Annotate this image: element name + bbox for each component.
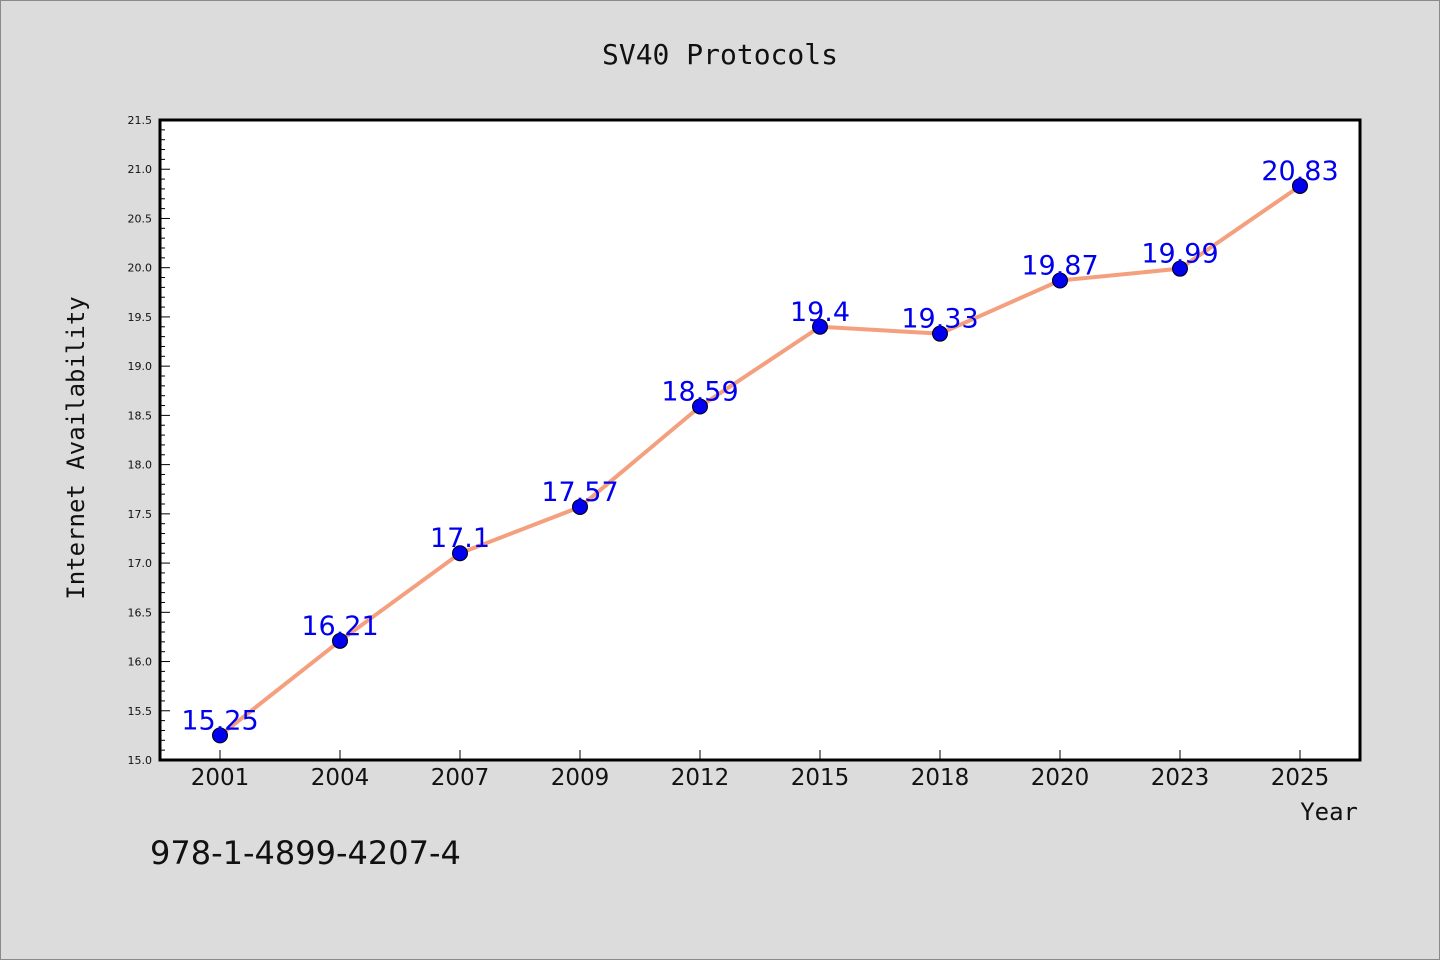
data-point bbox=[812, 318, 828, 335]
x-axis-label: Year bbox=[1300, 798, 1358, 826]
data-label: 17.1 bbox=[430, 523, 490, 554]
y-tick-label: 20.0 bbox=[128, 262, 153, 275]
x-tick-label: 2009 bbox=[551, 765, 610, 791]
data-point bbox=[1052, 272, 1068, 289]
chart-title: SV40 Protocols bbox=[602, 38, 838, 71]
x-tick-label: 2025 bbox=[1271, 765, 1330, 791]
data-point bbox=[692, 398, 708, 415]
data-point bbox=[212, 727, 228, 744]
x-tick-label: 2023 bbox=[1151, 765, 1210, 791]
y-axis: 15.0 15.5 16.0 16.5 17.0 17.5 18.0 18.5 19.0 19.5… bbox=[128, 114, 170, 767]
x-tick-label: 2018 bbox=[911, 765, 970, 791]
y-tick-label: 16.5 bbox=[128, 606, 153, 619]
data-label: 19.4 bbox=[790, 297, 850, 328]
data-label: 19.87 bbox=[1021, 250, 1098, 281]
x-tick-label: 2004 bbox=[311, 765, 370, 791]
y-tick-label: 15.5 bbox=[128, 705, 153, 718]
x-tick-label: 2020 bbox=[1031, 765, 1090, 791]
y-tick-label: 21.0 bbox=[128, 163, 153, 176]
series-line bbox=[218, 184, 1302, 737]
isbn-text: 978-1-4899-4207-4 bbox=[150, 834, 461, 872]
data-point bbox=[932, 325, 948, 342]
y-tick-label: 19.0 bbox=[128, 360, 153, 373]
y-tick-label: 17.5 bbox=[128, 508, 153, 521]
y-tick-label: 20.5 bbox=[128, 212, 153, 225]
data-label: 19.33 bbox=[901, 304, 978, 335]
y-tick-label: 21.5 bbox=[128, 114, 153, 127]
data-label: 16.21 bbox=[301, 611, 378, 642]
y-tick-label: 16.0 bbox=[128, 656, 153, 669]
y-tick-label: 18.5 bbox=[128, 409, 153, 422]
data-label: 15.25 bbox=[181, 705, 258, 736]
y-tick-label: 19.5 bbox=[128, 311, 153, 324]
x-tick-label: 2012 bbox=[671, 765, 730, 791]
data-point bbox=[572, 498, 588, 515]
data-label: 19.99 bbox=[1141, 239, 1218, 270]
data-label: 18.59 bbox=[661, 377, 738, 408]
data-point bbox=[452, 545, 468, 562]
data-label: 20.83 bbox=[1261, 156, 1338, 187]
x-axis: 2001 2004 2007 2009 2012 2015 2018 2020 2023 2025 bbox=[191, 750, 1330, 791]
data-labels: 15.25 16.21 17.1 17.57 18.59 19.4 19.33 19.87 19… bbox=[181, 156, 1338, 736]
data-label: 17.57 bbox=[541, 477, 618, 508]
x-tick-label: 2007 bbox=[431, 765, 490, 791]
y-tick-label: 18.0 bbox=[128, 459, 153, 472]
x-tick-label: 2015 bbox=[791, 765, 850, 791]
y-tick-label: 15.0 bbox=[128, 754, 153, 767]
data-markers bbox=[212, 177, 1308, 744]
data-point bbox=[332, 632, 348, 649]
y-axis-label: Internet Availability bbox=[62, 296, 90, 599]
data-point bbox=[1172, 260, 1188, 277]
plot-area bbox=[158, 118, 1362, 762]
data-point bbox=[1292, 177, 1308, 194]
x-tick-label: 2001 bbox=[191, 765, 250, 791]
y-tick-label: 17.0 bbox=[128, 557, 153, 570]
